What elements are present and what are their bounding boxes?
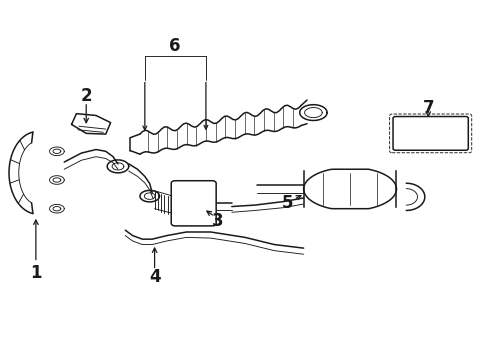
Text: 4: 4 <box>149 268 160 286</box>
Text: 7: 7 <box>422 99 434 117</box>
Text: 3: 3 <box>212 212 224 230</box>
Text: 2: 2 <box>80 87 92 105</box>
Polygon shape <box>304 169 396 209</box>
Text: 1: 1 <box>30 264 42 282</box>
Text: 5: 5 <box>282 194 294 212</box>
Polygon shape <box>395 118 466 148</box>
FancyBboxPatch shape <box>171 181 216 226</box>
Text: 6: 6 <box>170 36 181 54</box>
